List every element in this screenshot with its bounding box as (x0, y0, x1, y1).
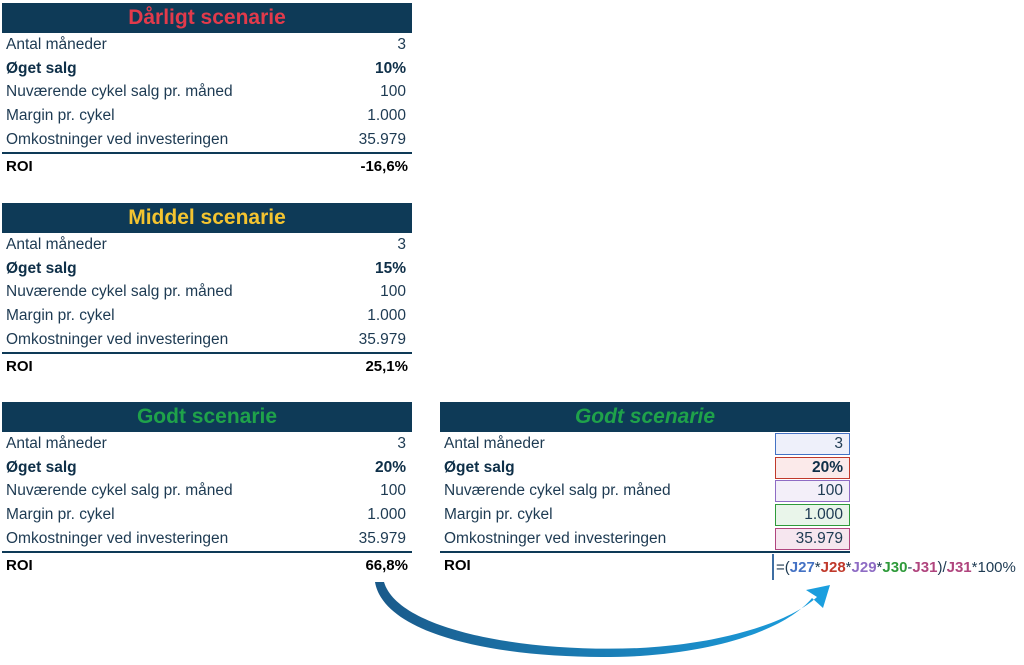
good-scenario-ref-title: Godt scenarie (440, 402, 850, 432)
formula-op: * (876, 558, 883, 576)
good-scenario-table: Godt scenarie Antal måneder 3 Øget salg 20… (2, 402, 412, 579)
row-roi: ROI (440, 553, 850, 579)
formula-op: * (814, 558, 821, 576)
value-current-sales[interactable]: 100 (380, 283, 406, 301)
row-cost: Omkostninger ved investeringen 35.979 (2, 527, 412, 551)
bad-scenario-table: Dårligt scenarie Antal måneder 3 Øget sal… (2, 3, 412, 180)
label-current-sales: Nuværende cykel salg pr. måned (6, 482, 233, 500)
row-margin: Margin pr. cykel 1.000 (2, 304, 412, 328)
cell-j28[interactable]: 20% (775, 456, 850, 479)
roi-formula-editor[interactable]: =(J27 * J28 * J29 * J30- J31)/J31 *100% (772, 554, 1016, 580)
value-current-sales[interactable]: 100 (380, 482, 406, 500)
ref-j31-divisor: J31 (946, 558, 972, 576)
label-months: Antal måneder (6, 35, 107, 53)
row-cost: Omkostninger ved investeringen 35.979 (2, 328, 412, 352)
ref-j30: J30 (882, 558, 908, 576)
label-months: Antal måneder (444, 434, 545, 452)
row-current-sales: Nuværende cykel salg pr. måned 100 (440, 480, 850, 504)
value-months[interactable]: 3 (397, 235, 406, 253)
row-roi: ROI -16,6% (2, 154, 412, 180)
label-sales-increase: Øget salg (6, 259, 77, 277)
value-current-sales[interactable]: 100 (380, 83, 406, 101)
label-sales-increase: Øget salg (6, 458, 77, 476)
label-cost: Omkostninger ved investeringen (6, 331, 229, 349)
label-months: Antal måneder (6, 235, 107, 253)
label-current-sales: Nuværende cykel salg pr. måned (444, 482, 671, 500)
label-margin: Margin pr. cykel (6, 107, 115, 125)
label-margin: Margin pr. cykel (444, 506, 553, 524)
formula-close: )/ (937, 558, 947, 576)
cell-j29[interactable]: 100 (775, 480, 850, 503)
row-margin: Margin pr. cykel 1.000 (440, 503, 850, 527)
cell-j27[interactable]: 3 (775, 432, 850, 455)
bad-scenario-title: Dårligt scenarie (2, 3, 412, 33)
value-roi[interactable]: -16,6% (360, 158, 408, 176)
row-margin: Margin pr. cykel 1.000 (2, 503, 412, 527)
formula-op: - (907, 558, 913, 576)
row-sales-increase: Øget salg 20% (440, 456, 850, 480)
ref-j28: J28 (820, 558, 846, 576)
value-margin[interactable]: 1.000 (367, 506, 406, 524)
row-current-sales: Nuværende cykel salg pr. måned 100 (2, 281, 412, 305)
label-months: Antal måneder (6, 434, 107, 452)
label-current-sales: Nuværende cykel salg pr. måned (6, 83, 233, 101)
middle-scenario-table: Middel scenarie Antal måneder 3 Øget salg… (2, 203, 412, 380)
row-months: Antal måneder 3 (440, 432, 850, 456)
row-sales-increase: Øget salg 20% (2, 456, 412, 480)
formula-tail: *100% (971, 558, 1016, 576)
value-sales-increase[interactable]: 15% (374, 259, 406, 277)
good-scenario-formula-table: Godt scenarie Antal måneder 3 Øget salg … (440, 402, 850, 579)
good-scenario-title: Godt scenarie (2, 402, 412, 432)
label-roi: ROI (444, 557, 471, 575)
value-sales-increase[interactable]: 20% (374, 458, 406, 476)
value-roi[interactable]: 25,1% (365, 358, 408, 376)
ref-j31: J31 (912, 558, 938, 576)
value-margin[interactable]: 1.000 (367, 307, 406, 325)
value-sales-increase[interactable]: 10% (374, 59, 406, 77)
divider (2, 351, 412, 354)
label-margin: Margin pr. cykel (6, 506, 115, 524)
label-roi: ROI (6, 358, 33, 376)
cell-j31[interactable]: 35.979 (775, 528, 850, 551)
divider (2, 550, 412, 553)
row-cost: Omkostninger ved investeringen 35.979 (2, 128, 412, 152)
row-months: Antal måneder 3 (2, 432, 412, 456)
label-roi: ROI (6, 158, 33, 176)
label-roi: ROI (6, 557, 33, 575)
row-current-sales: Nuværende cykel salg pr. måned 100 (2, 480, 412, 504)
row-cost: Omkostninger ved investeringen 35.979 (440, 527, 850, 551)
formula-op: * (845, 558, 852, 576)
value-cost[interactable]: 35.979 (358, 131, 406, 149)
row-months: Antal måneder 3 (2, 33, 412, 57)
value-months[interactable]: 3 (397, 434, 406, 452)
row-margin: Margin pr. cykel 1.000 (2, 104, 412, 128)
ref-j29: J29 (851, 558, 877, 576)
label-sales-increase: Øget salg (6, 59, 77, 77)
cell-j30[interactable]: 1.000 (775, 504, 850, 527)
ref-j27: J27 (789, 558, 815, 576)
row-months: Antal måneder 3 (2, 233, 412, 257)
divider (2, 151, 412, 154)
row-roi: ROI 25,1% (2, 354, 412, 380)
value-months[interactable]: 3 (397, 35, 406, 53)
value-margin[interactable]: 1.000 (367, 107, 406, 125)
formula-open: =( (776, 558, 790, 576)
label-cost: Omkostninger ved investeringen (444, 530, 667, 548)
row-sales-increase: Øget salg 10% (2, 57, 412, 81)
row-roi: ROI 66,8% (2, 553, 412, 579)
value-cost[interactable]: 35.979 (358, 331, 406, 349)
divider (440, 550, 850, 553)
label-cost: Omkostninger ved investeringen (6, 530, 229, 548)
middle-scenario-title: Middel scenarie (2, 203, 412, 233)
value-roi[interactable]: 66,8% (365, 557, 408, 575)
label-current-sales: Nuværende cykel salg pr. måned (6, 283, 233, 301)
value-cost[interactable]: 35.979 (358, 530, 406, 548)
label-margin: Margin pr. cykel (6, 307, 115, 325)
row-current-sales: Nuværende cykel salg pr. måned 100 (2, 81, 412, 105)
label-sales-increase: Øget salg (444, 458, 515, 476)
row-sales-increase: Øget salg 15% (2, 257, 412, 281)
label-cost: Omkostninger ved investeringen (6, 131, 229, 149)
